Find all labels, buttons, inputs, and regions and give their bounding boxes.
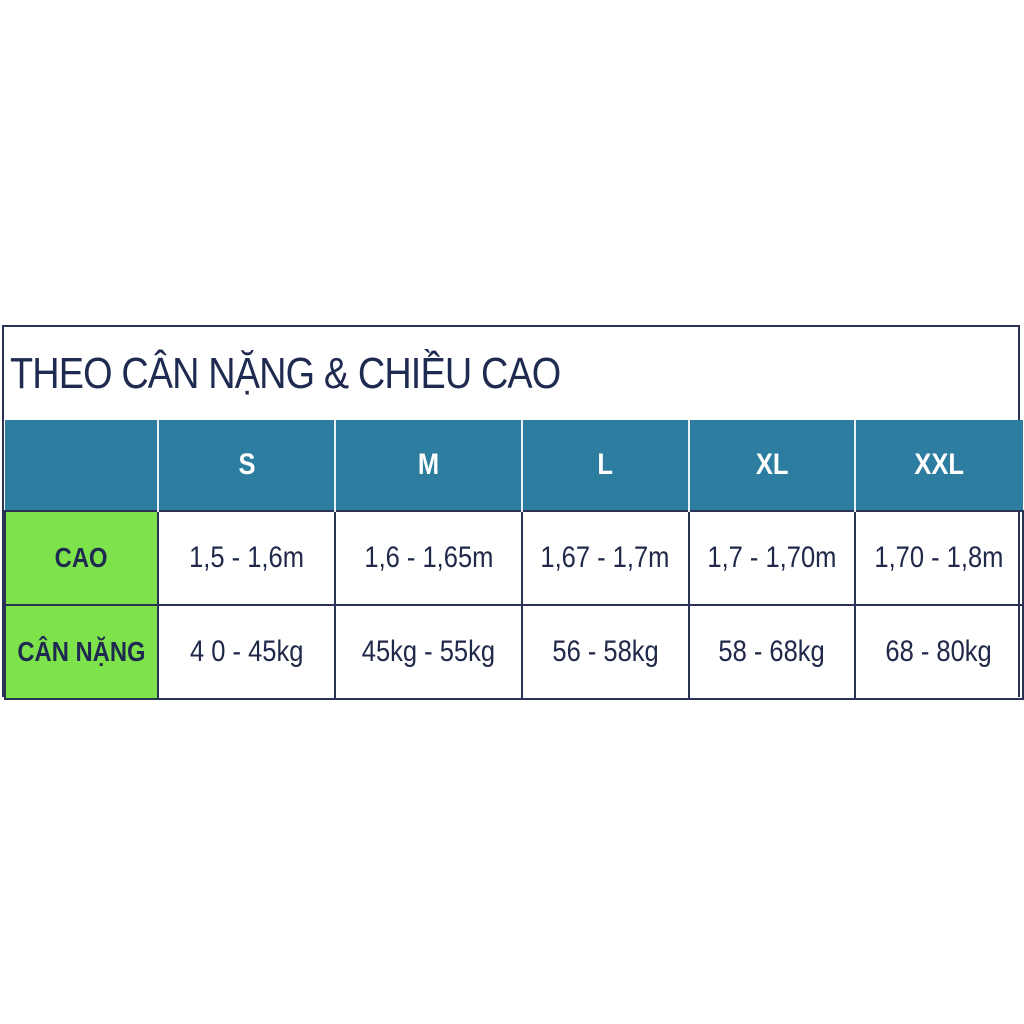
chart-title: THEO CÂN NẶNG & CHIỀU CAO: [10, 349, 561, 398]
cell: 1,67 - 1,7m: [520, 510, 690, 606]
cell: 58 - 68kg: [687, 604, 856, 700]
cell: 1,6 - 1,65m: [334, 510, 523, 606]
header-size-l: L: [520, 420, 689, 511]
table-row-weight: CÂN NẶNG 4 0 - 45kg 45kg - 55kg 56 - 58k…: [4, 604, 1024, 700]
cell: 45kg - 55kg: [334, 604, 523, 700]
row-label-height: CAO: [4, 510, 159, 606]
cell: 1,7 - 1,70m: [687, 510, 856, 606]
cell: 68 - 80kg: [853, 604, 1024, 700]
header-row: S M L XL XXL: [5, 420, 1023, 511]
header-size-xl: XL: [687, 420, 855, 511]
cell: 4 0 - 45kg: [156, 604, 337, 700]
row-label-weight: CÂN NẶNG: [4, 604, 159, 700]
cell: 1,5 - 1,6m: [156, 510, 337, 606]
header-size-xxl: XXL: [853, 420, 1023, 511]
header-size-m: M: [334, 420, 522, 511]
cell: 56 - 58kg: [520, 604, 690, 700]
header-size-s: S: [156, 420, 336, 511]
size-table: S M L XL XXL CAO 1,5 - 1,6m 1,6 - 1,65m …: [4, 420, 1024, 700]
header-corner: [5, 420, 158, 511]
table-row-height: CAO 1,5 - 1,6m 1,6 - 1,65m 1,67 - 1,7m 1…: [4, 510, 1024, 606]
cell: 1,70 - 1,8m: [853, 510, 1024, 606]
